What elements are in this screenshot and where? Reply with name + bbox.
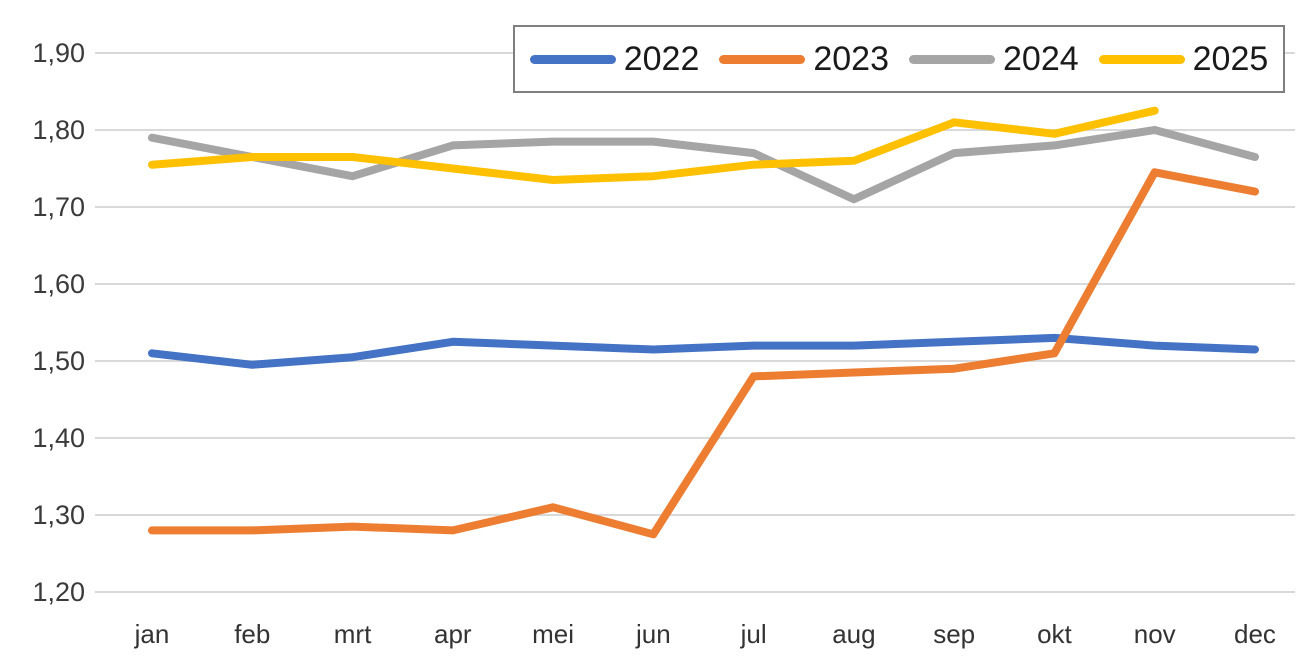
- y-axis-tick-label: 1,20: [32, 577, 85, 607]
- y-axis-tick-label: 1,60: [32, 269, 85, 299]
- series-line-2023: [148, 168, 1259, 539]
- legend-item-2025: 2025: [1098, 40, 1269, 78]
- y-axis-tick-label: 1,50: [32, 346, 85, 376]
- series-line-2025: [148, 106, 1159, 184]
- legend-swatch-icon: [529, 54, 616, 64]
- y-axis-tick-label: 1,30: [32, 500, 85, 530]
- series-line-2022: [148, 333, 1259, 369]
- x-axis-tick-label: aug: [832, 619, 875, 649]
- x-axis-tick-label: jun: [635, 619, 671, 649]
- series-line-2024: [148, 126, 1259, 204]
- x-axis-tick-label: mrt: [334, 619, 372, 649]
- legend-swatch-icon: [719, 54, 806, 64]
- legend-item-2023: 2023: [719, 42, 889, 76]
- legend-item-2022: 2022: [529, 40, 700, 78]
- y-axis-tick-label: 1,80: [32, 115, 85, 145]
- y-axis-tick-label: 1,40: [32, 423, 85, 453]
- x-axis-tick-label: nov: [1134, 619, 1176, 649]
- x-axis-tick-label: jan: [134, 619, 170, 649]
- legend-label: 2024: [1003, 40, 1079, 78]
- x-axis-tick-label: dec: [1234, 619, 1276, 649]
- legend-label: 2022: [623, 40, 700, 78]
- legend-item-2024: 2024: [909, 42, 1079, 76]
- legend-label: 2025: [1192, 40, 1269, 78]
- x-axis-tick-label: feb: [234, 619, 270, 649]
- x-axis-tick-label: mei: [532, 619, 574, 649]
- legend-swatch-icon: [1098, 54, 1185, 64]
- x-axis-tick-label: apr: [434, 619, 472, 649]
- y-axis-tick-label: 1,70: [32, 192, 85, 222]
- x-axis-tick-label: jul: [740, 619, 767, 649]
- legend-label: 2023: [813, 40, 889, 78]
- chart-legend: 2022 2023 2024 2025: [513, 25, 1285, 93]
- y-axis-tick-label: 1,90: [32, 38, 85, 68]
- x-axis-tick-label: okt: [1037, 619, 1072, 649]
- legend-swatch-icon: [909, 54, 995, 64]
- x-axis-tick-label: sep: [933, 619, 975, 649]
